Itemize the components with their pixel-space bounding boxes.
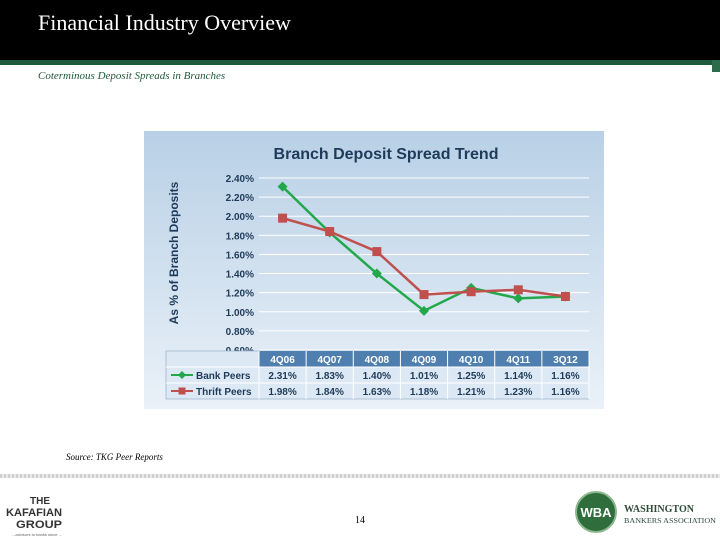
title-bar: Financial Industry Overview bbox=[0, 0, 720, 60]
table-header-row bbox=[259, 351, 589, 367]
x-tick-label: 4Q07 bbox=[317, 355, 342, 366]
data-label: 1.40% bbox=[363, 371, 391, 382]
footer-divider bbox=[0, 474, 720, 478]
data-label: 1.21% bbox=[457, 387, 485, 398]
x-tick-label: 4Q11 bbox=[506, 355, 530, 366]
x-tick-label: 4Q10 bbox=[459, 355, 484, 366]
data-point bbox=[278, 213, 288, 223]
legend-marker bbox=[178, 387, 186, 395]
series-lines bbox=[277, 181, 571, 316]
source-note: Source: TKG Peer Reports bbox=[66, 452, 163, 462]
title-divider bbox=[0, 60, 720, 65]
x-tick-label: 4Q08 bbox=[365, 355, 390, 366]
chart-title: Branch Deposit Spread Trend bbox=[274, 146, 499, 163]
data-label: 1.18% bbox=[410, 387, 438, 398]
y-tick-label: 2.40% bbox=[226, 174, 254, 185]
data-point bbox=[513, 285, 523, 295]
page-title: Financial Industry Overview bbox=[38, 10, 291, 35]
wba-name-line2: BANKERS ASSOCIATION bbox=[624, 516, 717, 525]
x-tick-label: 4Q09 bbox=[412, 355, 437, 366]
page-subtitle: Coterminous Deposit Spreads in Branches bbox=[38, 70, 226, 82]
data-label: 1.23% bbox=[504, 387, 532, 398]
data-table: 4Q06 4Q07 4Q08 4Q09 4Q10 4Q11 3Q12 Bank Peers 2.… bbox=[165, 350, 590, 400]
data-point bbox=[419, 290, 429, 300]
data-label: 2.31% bbox=[268, 371, 296, 382]
x-tick-label: 4Q06 bbox=[270, 355, 295, 366]
y-tick-label: 1.40% bbox=[226, 270, 254, 281]
kafafian-logo-line1: THE bbox=[30, 496, 50, 507]
series-name: Bank Peers bbox=[196, 371, 251, 382]
legend-marker bbox=[178, 371, 186, 379]
data-label: 1.25% bbox=[457, 371, 485, 382]
y-tick-label: 2.20% bbox=[226, 193, 254, 204]
data-point bbox=[419, 305, 429, 316]
data-label: 1.98% bbox=[268, 387, 296, 398]
data-point bbox=[372, 247, 382, 257]
y-tick-label: 0.80% bbox=[226, 327, 254, 338]
data-label: 1.01% bbox=[410, 371, 438, 382]
data-label: 1.16% bbox=[551, 387, 579, 398]
wba-badge-text: WBA bbox=[580, 505, 612, 520]
kafafian-logo: THE KAFAFIAN GROUP ...advisors to banks … bbox=[6, 496, 62, 537]
y-tick-label: 1.80% bbox=[226, 231, 254, 242]
y-axis-label: As % of Branch Deposits bbox=[167, 181, 181, 324]
data-label: 1.84% bbox=[316, 387, 344, 398]
y-tick-label: 1.60% bbox=[226, 250, 254, 261]
wba-badge-circle bbox=[575, 491, 617, 533]
data-point bbox=[325, 227, 335, 237]
kafafian-logo-line2: KAFAFIAN bbox=[6, 507, 62, 519]
data-point bbox=[277, 181, 288, 192]
y-tick-label: 1.00% bbox=[226, 308, 254, 319]
wba-logo: WBA WASHINGTON BANKERS ASSOCIATION bbox=[575, 491, 717, 533]
data-label: 1.16% bbox=[551, 371, 579, 382]
data-point bbox=[513, 293, 524, 304]
data-point bbox=[560, 291, 570, 301]
series-name: Thrift Peers bbox=[196, 387, 252, 398]
data-point bbox=[371, 268, 382, 279]
data-label: 1.14% bbox=[504, 371, 532, 382]
page-number: 14 bbox=[355, 515, 365, 526]
y-tick-label: 1.20% bbox=[226, 289, 254, 300]
wba-name-line1: WASHINGTON bbox=[624, 504, 695, 515]
data-label: 1.63% bbox=[363, 387, 391, 398]
data-point bbox=[466, 287, 476, 297]
data-label: 1.83% bbox=[316, 371, 344, 382]
branch-deposit-spread-chart: Branch Deposit Spread Trend As % of Bran… bbox=[144, 131, 604, 409]
kafafian-logo-line3: GROUP bbox=[16, 519, 62, 531]
kafafian-logo-tagline: ...advisors to banks since ... bbox=[12, 533, 62, 537]
corner-accent bbox=[712, 60, 720, 72]
y-tick-label: 2.00% bbox=[226, 212, 254, 223]
x-tick-label: 3Q12 bbox=[553, 355, 578, 366]
